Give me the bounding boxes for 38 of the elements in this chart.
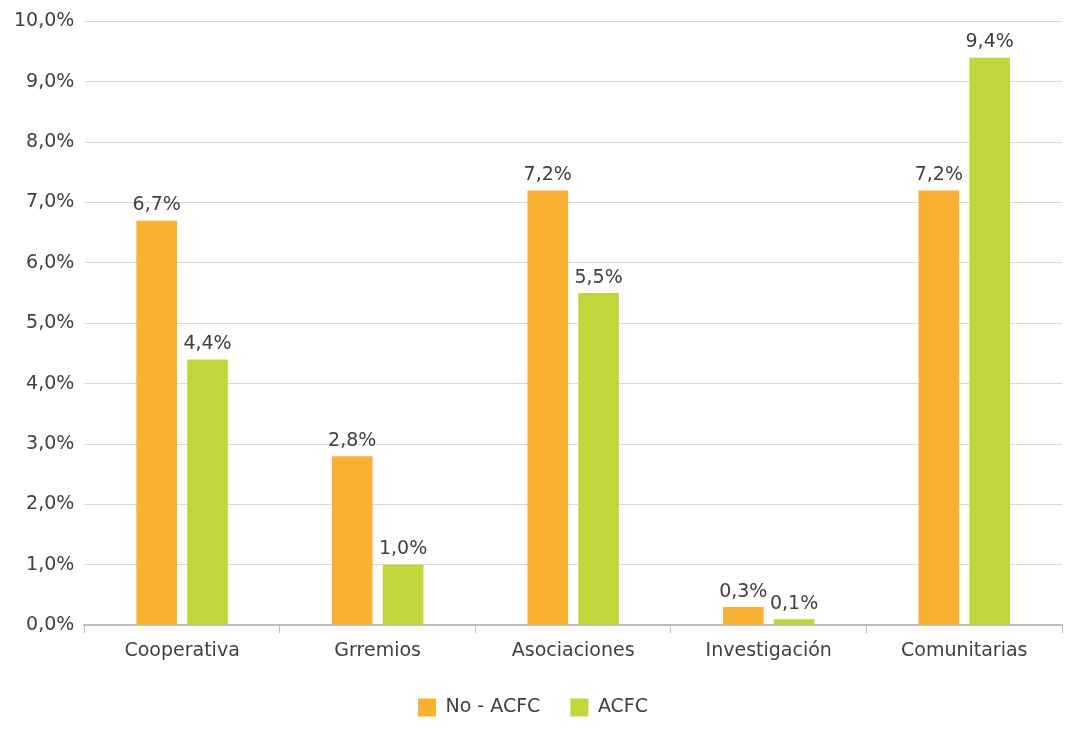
y-tick-label: 6,0% xyxy=(26,249,75,272)
y-tick-label: 10,0% xyxy=(14,8,75,31)
legend-label: No - ACFC xyxy=(445,694,541,717)
bar xyxy=(722,607,764,625)
data-label: 5,5% xyxy=(574,264,623,287)
y-tick-label: 5,0% xyxy=(26,310,75,333)
data-label: 4,4% xyxy=(183,330,232,353)
x-tick-label: Investigación xyxy=(705,637,832,660)
bar xyxy=(136,220,178,625)
data-label: 0,1% xyxy=(769,590,819,613)
y-tick-label: 0,0% xyxy=(26,612,75,635)
y-tick-label: 7,0% xyxy=(26,189,75,212)
legend-label: ACFC xyxy=(597,694,649,717)
x-tick-label: Grremios xyxy=(334,637,421,660)
bar xyxy=(773,619,815,625)
bar xyxy=(969,57,1010,625)
y-tick-label: 3,0% xyxy=(26,431,75,453)
y-tick-label: 9,0% xyxy=(26,68,75,91)
data-label: 0,3% xyxy=(719,578,768,601)
data-label: 7,2% xyxy=(914,161,963,184)
y-tick-label: 2,0% xyxy=(26,491,75,514)
data-label: 7,2% xyxy=(523,161,572,184)
x-tick-label: Cooperativa xyxy=(124,637,240,660)
bar xyxy=(187,359,228,625)
bar xyxy=(578,293,619,625)
y-tick-label: 8,0% xyxy=(26,129,75,152)
x-tick-label: Asociaciones xyxy=(511,637,635,660)
y-tick-label: 1,0% xyxy=(26,551,75,574)
y-tick-label: 4,0% xyxy=(26,370,75,393)
bar xyxy=(382,564,424,625)
data-label: 2,8% xyxy=(328,427,377,450)
bar xyxy=(918,190,960,625)
data-label: 6,7% xyxy=(132,192,181,215)
data-label: 1,0% xyxy=(378,536,428,559)
bar xyxy=(527,190,569,625)
x-tick-label: Comunitarias xyxy=(900,637,1028,660)
data-label: 9,4% xyxy=(965,29,1014,52)
bar xyxy=(331,456,373,625)
